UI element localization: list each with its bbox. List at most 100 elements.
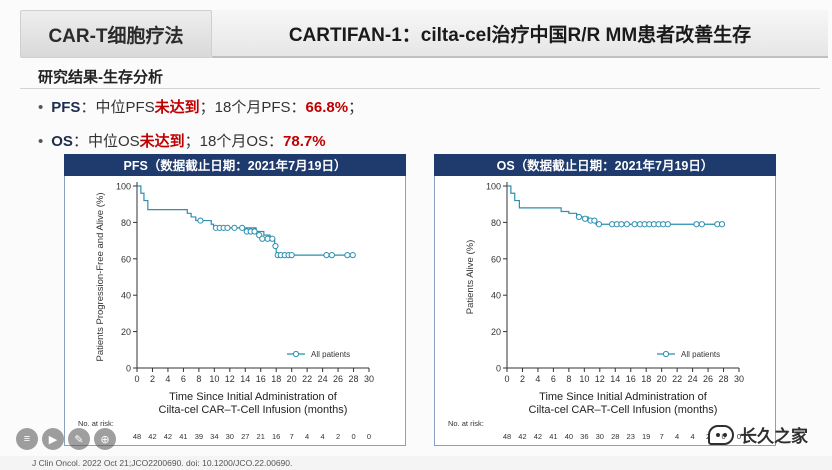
- at-risk-count: 4: [691, 432, 695, 441]
- legend-label: All patients: [681, 350, 720, 359]
- at-risk-count: 36: [580, 432, 588, 441]
- y-axis-label: Patients Progression-Free and Alive (%): [95, 193, 106, 362]
- bullet-value: 66.8%: [305, 99, 349, 116]
- censor-mark: [328, 252, 335, 259]
- bullet-text: ；18个月OS：: [184, 133, 284, 150]
- at-risk-count: 42: [164, 432, 172, 441]
- y-tick-label: 0: [496, 364, 501, 374]
- censor-mark: [349, 252, 356, 259]
- citation: J Clin Oncol. 2022 Oct 21;JCO2200690. do…: [0, 456, 832, 470]
- y-tick-label: 100: [486, 182, 501, 192]
- x-tick-label: 14: [240, 374, 250, 384]
- censor-mark: [575, 213, 583, 221]
- bullet-text: ：中位PFS: [80, 99, 155, 116]
- os-chart-panel: OS（数据截止日期：2021年7月19日） 0 20 40 60 80 100 0 2 4 6 8 10…: [434, 154, 776, 446]
- x-tick-label: 30: [734, 374, 744, 384]
- x-tick-label: 10: [579, 374, 589, 384]
- chart-title: OS（数据截止日期：2021年7月19日）: [497, 158, 714, 173]
- y-tick-label: 40: [121, 291, 131, 301]
- censor-mark: [595, 221, 603, 228]
- at-risk-count: 23: [627, 432, 635, 441]
- at-risk-count: 21: [257, 432, 265, 441]
- wechat-logo-icon: [708, 424, 734, 445]
- bullet-pfs: • PFS：中位PFS未达到；18个月PFS：66.8%；: [38, 96, 363, 117]
- censor-mark: [582, 215, 589, 222]
- y-tick-label: 20: [121, 327, 131, 337]
- x-tick-label: 22: [672, 374, 682, 384]
- x-tick-label: 2: [150, 374, 155, 384]
- at-risk-count: 42: [534, 432, 542, 441]
- x-axis-label: Time Since Initial Administration of: [169, 391, 338, 403]
- category-label: CAR-T细胞疗法: [20, 10, 212, 58]
- watermark-text: 长久之家: [740, 427, 808, 446]
- zoom-icon[interactable]: ⊕: [94, 428, 116, 450]
- at-risk-count: 19: [642, 432, 650, 441]
- play-icon[interactable]: ▶: [42, 428, 64, 450]
- at-risk-count: 48: [503, 432, 511, 441]
- x-tick-label: 18: [271, 374, 281, 384]
- x-tick-label: 16: [256, 374, 266, 384]
- x-tick-label: 8: [196, 374, 201, 384]
- censor-mark: [259, 235, 266, 242]
- y-tick-label: 60: [491, 254, 501, 264]
- x-tick-label: 20: [287, 374, 297, 384]
- bullet-key: PFS: [51, 99, 81, 116]
- x-tick-label: 6: [181, 374, 186, 384]
- at-risk-count: 2: [336, 432, 340, 441]
- x-tick-label: 8: [566, 374, 571, 384]
- censor-mark: [344, 252, 351, 259]
- censor-mark: [698, 221, 705, 228]
- y-tick-label: 0: [126, 364, 131, 374]
- at-risk-count: 4: [321, 432, 325, 441]
- bullet-highlight: 未达到: [154, 99, 200, 116]
- y-tick-label: 60: [121, 254, 131, 264]
- at-risk-count: 39: [195, 432, 203, 441]
- section-title: 研究结果-生存分析: [38, 69, 163, 86]
- at-risk-count: 41: [549, 432, 557, 441]
- censor-mark: [623, 221, 630, 228]
- pfs-chart-panel: PFS（数据截止日期：2021年7月19日） 0 20 40 60 80 100 0 2 4 6 8 1…: [64, 154, 406, 446]
- x-tick-label: 24: [318, 374, 328, 384]
- x-tick-label: 26: [333, 374, 343, 384]
- panel-frame: [434, 154, 776, 446]
- legend-marker: [662, 350, 670, 358]
- censor-mark: [251, 228, 258, 235]
- at-risk-count: 4: [305, 432, 309, 441]
- legend-label: All patients: [311, 350, 350, 359]
- x-axis-label: Cilta-cel CAR–T-Cell Infusion (months): [159, 404, 348, 416]
- x-tick-label: 28: [349, 374, 359, 384]
- censor-mark: [631, 221, 638, 228]
- x-tick-label: 4: [535, 374, 540, 384]
- pen-icon[interactable]: ✎: [68, 428, 90, 450]
- section-divider: [20, 88, 820, 89]
- bullet-text: ：中位OS: [72, 133, 140, 150]
- censor-mark: [197, 217, 204, 224]
- at-risk-count: 0: [737, 432, 741, 441]
- x-tick-label: 30: [364, 374, 374, 384]
- x-tick-label: 12: [225, 374, 235, 384]
- watermark: 长久之家: [708, 422, 808, 447]
- menu-icon[interactable]: ≡: [16, 428, 38, 450]
- x-tick-label: 12: [595, 374, 605, 384]
- y-tick-label: 100: [116, 182, 131, 192]
- at-risk-count: 0: [367, 432, 371, 441]
- x-tick-label: 22: [302, 374, 312, 384]
- panel-header: [434, 154, 776, 176]
- at-risk-count: 28: [611, 432, 619, 441]
- censor-mark: [693, 221, 700, 228]
- censor-mark: [718, 221, 726, 228]
- at-risk-count: 42: [148, 432, 156, 441]
- bullet-os: • OS：中位OS未达到；18个月OS：78.7%: [38, 130, 326, 151]
- x-tick-label: 14: [610, 374, 620, 384]
- bullet-dot: •: [38, 133, 44, 150]
- y-tick-label: 40: [491, 291, 501, 301]
- x-axis-label: Time Since Initial Administration of: [539, 391, 708, 403]
- y-axis-label: Patients Alive (%): [465, 240, 476, 314]
- viewer-toolbar: ≡ ▶ ✎ ⊕: [16, 427, 116, 451]
- at-risk-count: 30: [596, 432, 604, 441]
- bullet-highlight: 未达到: [139, 133, 185, 150]
- at-risk-count: 30: [226, 432, 234, 441]
